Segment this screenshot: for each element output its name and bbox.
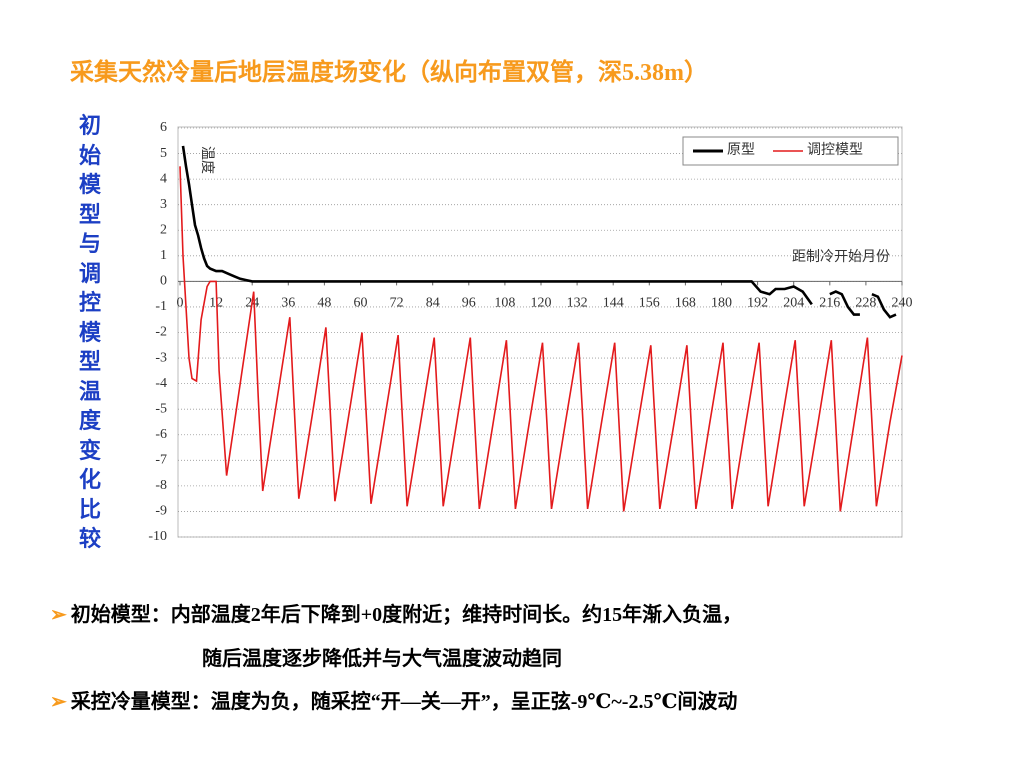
y-tick-label: 2 bbox=[160, 222, 167, 237]
bullet-text: 初始模型：内部温度2年后下降到+0度附近；维持时间长。约15年渐入负温， bbox=[70, 604, 743, 626]
y-tick-label: -1 bbox=[155, 299, 167, 314]
x-tick-label: 48 bbox=[317, 296, 331, 311]
y-tick-label: 1 bbox=[160, 248, 167, 263]
x-tick-label: 204 bbox=[783, 296, 804, 311]
x-tick-label: 156 bbox=[639, 296, 660, 311]
bullet-cont: 随后温度逐步降低并与大气温度波动趋同 bbox=[202, 648, 562, 670]
x-axis-label: 距制冷开始月份 bbox=[792, 249, 890, 265]
y-tick-label: 3 bbox=[160, 197, 167, 212]
series-line bbox=[181, 145, 897, 319]
x-tick-label: 180 bbox=[711, 296, 732, 311]
legend-label: 原型 bbox=[727, 142, 755, 158]
x-tick-label: 216 bbox=[819, 296, 840, 311]
y-tick-label: -10 bbox=[148, 529, 167, 544]
x-tick-label: 84 bbox=[426, 296, 440, 311]
y-tick-label: -8 bbox=[155, 478, 167, 493]
x-tick-label: 228 bbox=[855, 296, 876, 311]
y-tick-label: 6 bbox=[160, 120, 167, 135]
y-tick-label: 4 bbox=[160, 171, 167, 186]
y-tick-label: -7 bbox=[155, 453, 167, 468]
x-tick-label: 108 bbox=[494, 296, 515, 311]
bullet: ➢ 采控冷量模型：温度为负，随采控“开—关—开”，呈正弦-9℃~-2.5℃间波动 bbox=[50, 691, 738, 713]
y-tick-label: -2 bbox=[155, 325, 167, 340]
bullet: ➢ 初始模型：内部温度2年后下降到+0度附近；维持时间长。约15年渐入负温， bbox=[50, 604, 743, 626]
x-tick-label: 144 bbox=[603, 296, 624, 311]
series-line bbox=[179, 166, 903, 512]
x-tick-label: 240 bbox=[892, 296, 913, 311]
x-tick-label: 0 bbox=[177, 296, 184, 311]
bullet-text: 采控冷量模型：温度为负，随采控“开—关—开”，呈正弦-9℃~-2.5℃间波动 bbox=[70, 691, 738, 713]
y-tick-label: -3 bbox=[155, 350, 167, 365]
x-tick-label: 192 bbox=[747, 296, 768, 311]
x-tick-label: 36 bbox=[281, 296, 295, 311]
y-tick-label: -9 bbox=[155, 504, 167, 519]
y-tick-label: 5 bbox=[160, 146, 167, 161]
slide-title: 采集天然冷量后地层温度场变化（纵向布置双管，深5.38m） bbox=[70, 60, 708, 86]
x-tick-label: 72 bbox=[390, 296, 404, 311]
plot-area bbox=[177, 126, 903, 538]
y-tick-label: -4 bbox=[155, 376, 167, 391]
side-label: 初始模型与调控模型温度变化比较 bbox=[78, 114, 101, 552]
x-tick-label: 168 bbox=[675, 296, 696, 311]
x-tick-label: 132 bbox=[567, 296, 588, 311]
y-tick-label: -5 bbox=[155, 401, 167, 416]
y-tick-label: -6 bbox=[155, 427, 167, 442]
y-axis-label: 温度 bbox=[199, 146, 215, 174]
x-tick-label: 96 bbox=[462, 296, 476, 311]
x-tick-label: 120 bbox=[531, 296, 552, 311]
x-tick-label: 60 bbox=[354, 296, 368, 311]
legend-label: 调控模型 bbox=[807, 142, 863, 158]
y-tick-label: 0 bbox=[160, 274, 167, 289]
